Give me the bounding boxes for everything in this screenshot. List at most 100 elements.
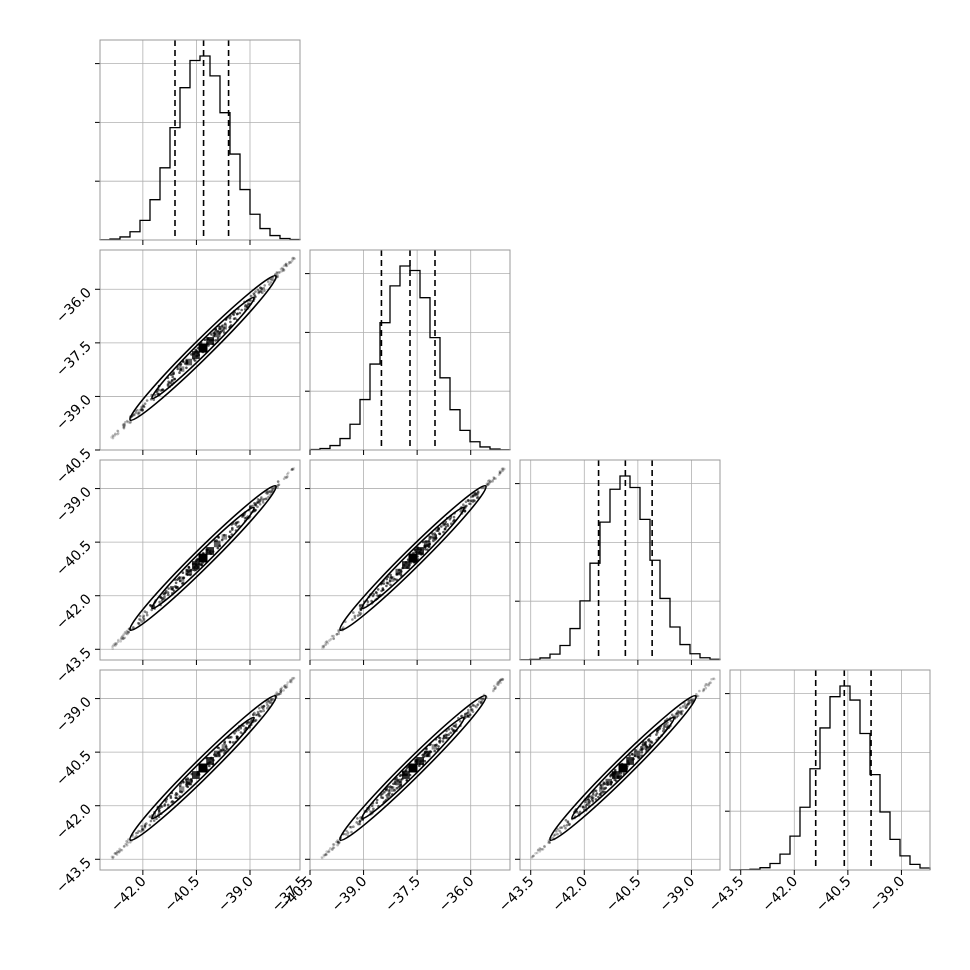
sample-point [259, 290, 263, 294]
sample-point [140, 409, 144, 412]
sample-point [112, 855, 115, 859]
sample-point [255, 501, 259, 505]
sample-point [270, 278, 273, 282]
sample-point [480, 700, 484, 703]
y-tick-label: −43.5 [53, 855, 95, 897]
sample-point [337, 841, 340, 844]
sample-point [548, 841, 551, 845]
sample-point [267, 495, 270, 499]
sample-point [259, 499, 262, 502]
sample-point [120, 636, 123, 639]
sample-point [167, 593, 170, 596]
contour-outer [129, 274, 277, 422]
sample-point [337, 629, 340, 632]
sample-point [194, 568, 198, 571]
sample-point [132, 626, 135, 629]
sample-point [628, 754, 631, 757]
sample-point [199, 562, 203, 566]
sample-point [266, 706, 269, 710]
sample-point [494, 477, 497, 480]
sample-point [541, 848, 545, 851]
sample-point [292, 676, 296, 680]
sample-point [217, 746, 220, 750]
sample-point [356, 614, 360, 617]
sample-point [534, 852, 537, 855]
sample-point [262, 287, 266, 290]
sample-point [327, 849, 331, 852]
sample-point [138, 618, 141, 621]
sample-point [110, 436, 113, 439]
sample-point [285, 264, 288, 268]
density-cell [221, 534, 228, 540]
sample-point [591, 793, 595, 796]
sample-point [279, 690, 283, 693]
sample-point [142, 617, 146, 621]
density-cell [178, 576, 185, 582]
sample-point [540, 848, 544, 851]
sample-point [465, 712, 469, 715]
sample-point [479, 700, 483, 704]
sample-point [285, 264, 289, 268]
sample-point [640, 745, 643, 749]
sample-point [566, 821, 570, 824]
sample-point [279, 267, 283, 271]
density-cell [221, 324, 228, 330]
sample-point [113, 852, 117, 855]
sample-point [386, 796, 389, 799]
sample-point [388, 791, 391, 795]
sample-point [261, 501, 265, 504]
density-cell [618, 763, 628, 773]
sample-point [138, 622, 141, 626]
sample-point [662, 727, 665, 730]
sample-point [222, 749, 226, 752]
sample-point [168, 381, 171, 385]
sample-point [293, 257, 296, 261]
density-cell [388, 786, 395, 792]
sample-point [388, 794, 391, 797]
sample-point [499, 678, 503, 681]
sample-point [185, 366, 188, 370]
sample-point [547, 841, 550, 844]
sample-point [283, 684, 286, 688]
sample-point [277, 271, 281, 274]
sample-point [254, 718, 258, 722]
sample-point [286, 681, 290, 684]
sample-point [258, 706, 261, 710]
sample-point [702, 687, 706, 691]
sample-point [494, 686, 498, 689]
sample-point [235, 312, 239, 316]
density-cell [185, 778, 193, 786]
density-cell [206, 757, 215, 765]
sample-point [125, 419, 129, 423]
sample-point [322, 645, 325, 648]
sample-point [478, 700, 481, 703]
sample-point [263, 284, 267, 287]
sample-point [254, 713, 258, 717]
sample-point [501, 678, 505, 681]
sample-point [501, 467, 504, 470]
sample-point [472, 493, 476, 497]
sample-point [139, 618, 142, 621]
sample-point [472, 703, 475, 707]
sample-point [282, 269, 285, 273]
sample-point [291, 677, 295, 680]
sample-point [434, 534, 438, 537]
sample-point [464, 712, 467, 716]
density-cell [198, 553, 208, 563]
density-cell [213, 540, 221, 548]
sample-point [139, 830, 142, 833]
sample-point [145, 613, 149, 617]
sample-point [142, 619, 146, 622]
sample-point [466, 714, 470, 718]
sample-point [710, 678, 713, 681]
sample-point [439, 739, 442, 743]
sample-point [584, 806, 588, 809]
sample-point [687, 699, 690, 703]
sample-point [491, 480, 494, 483]
sample-point [602, 783, 605, 786]
sample-point [376, 588, 380, 591]
sample-point [292, 468, 295, 471]
sample-point [590, 797, 593, 800]
sample-point [216, 336, 220, 340]
sample-point [686, 703, 689, 706]
